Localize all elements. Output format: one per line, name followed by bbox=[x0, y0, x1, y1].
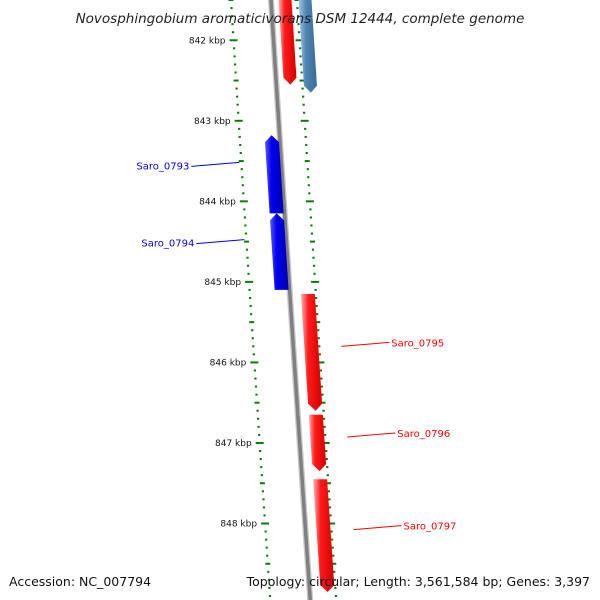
gene-label-leader bbox=[347, 432, 396, 438]
gene-label-leader bbox=[191, 161, 240, 167]
gene-label-leader bbox=[353, 525, 402, 531]
genome-backbone bbox=[268, 0, 314, 600]
gene-track bbox=[265, 0, 335, 592]
gene-arrow-saro_0797[interactable] bbox=[313, 479, 335, 592]
gene-arrow-saro_0793[interactable] bbox=[265, 135, 284, 214]
kbp-scale-label: 842 kbp bbox=[189, 36, 226, 46]
kbp-scale-label: 843 kbp bbox=[194, 117, 231, 127]
genome-summary: Topology: circular; Length: 3,561,584 bp… bbox=[246, 574, 590, 589]
gene-arrow-saro_0794[interactable] bbox=[270, 213, 289, 290]
kbp-scale-label: 847 kbp bbox=[215, 439, 252, 449]
gene-label-leader bbox=[341, 341, 390, 347]
kbp-scale-label: 848 kbp bbox=[220, 519, 257, 529]
gene-label-saro_0793[interactable]: Saro_0793 bbox=[136, 161, 189, 172]
gene-label-saro_0794[interactable]: Saro_0794 bbox=[141, 239, 194, 250]
gene-arrow-saro_0796[interactable] bbox=[308, 414, 327, 472]
partial-forward-gene-arrow[interactable] bbox=[278, 0, 297, 85]
gene-label-saro_0797[interactable]: Saro_0797 bbox=[403, 522, 456, 533]
accession-label: Accession: NC_007794 bbox=[9, 574, 151, 589]
partial-other-gene-arrow[interactable] bbox=[298, 0, 317, 93]
gene-label-leader bbox=[196, 239, 245, 245]
backbone-line bbox=[269, 0, 312, 600]
kbp-scale-label: 845 kbp bbox=[204, 278, 241, 288]
gene-label-saro_0795[interactable]: Saro_0795 bbox=[391, 338, 444, 349]
genome-title: Novosphingobium aromaticivorans DSM 1244… bbox=[76, 11, 525, 27]
gene-labels: Saro_0793 Saro_0794 Saro_0795 Saro_0796 Saro… bbox=[136, 161, 456, 532]
kbp-scale-label: 846 kbp bbox=[210, 358, 247, 368]
gene-arrow-saro_0795[interactable] bbox=[300, 293, 323, 411]
gene-label-saro_0796[interactable]: Saro_0796 bbox=[397, 429, 450, 440]
kbp-scale-label: 844 kbp bbox=[199, 197, 236, 207]
